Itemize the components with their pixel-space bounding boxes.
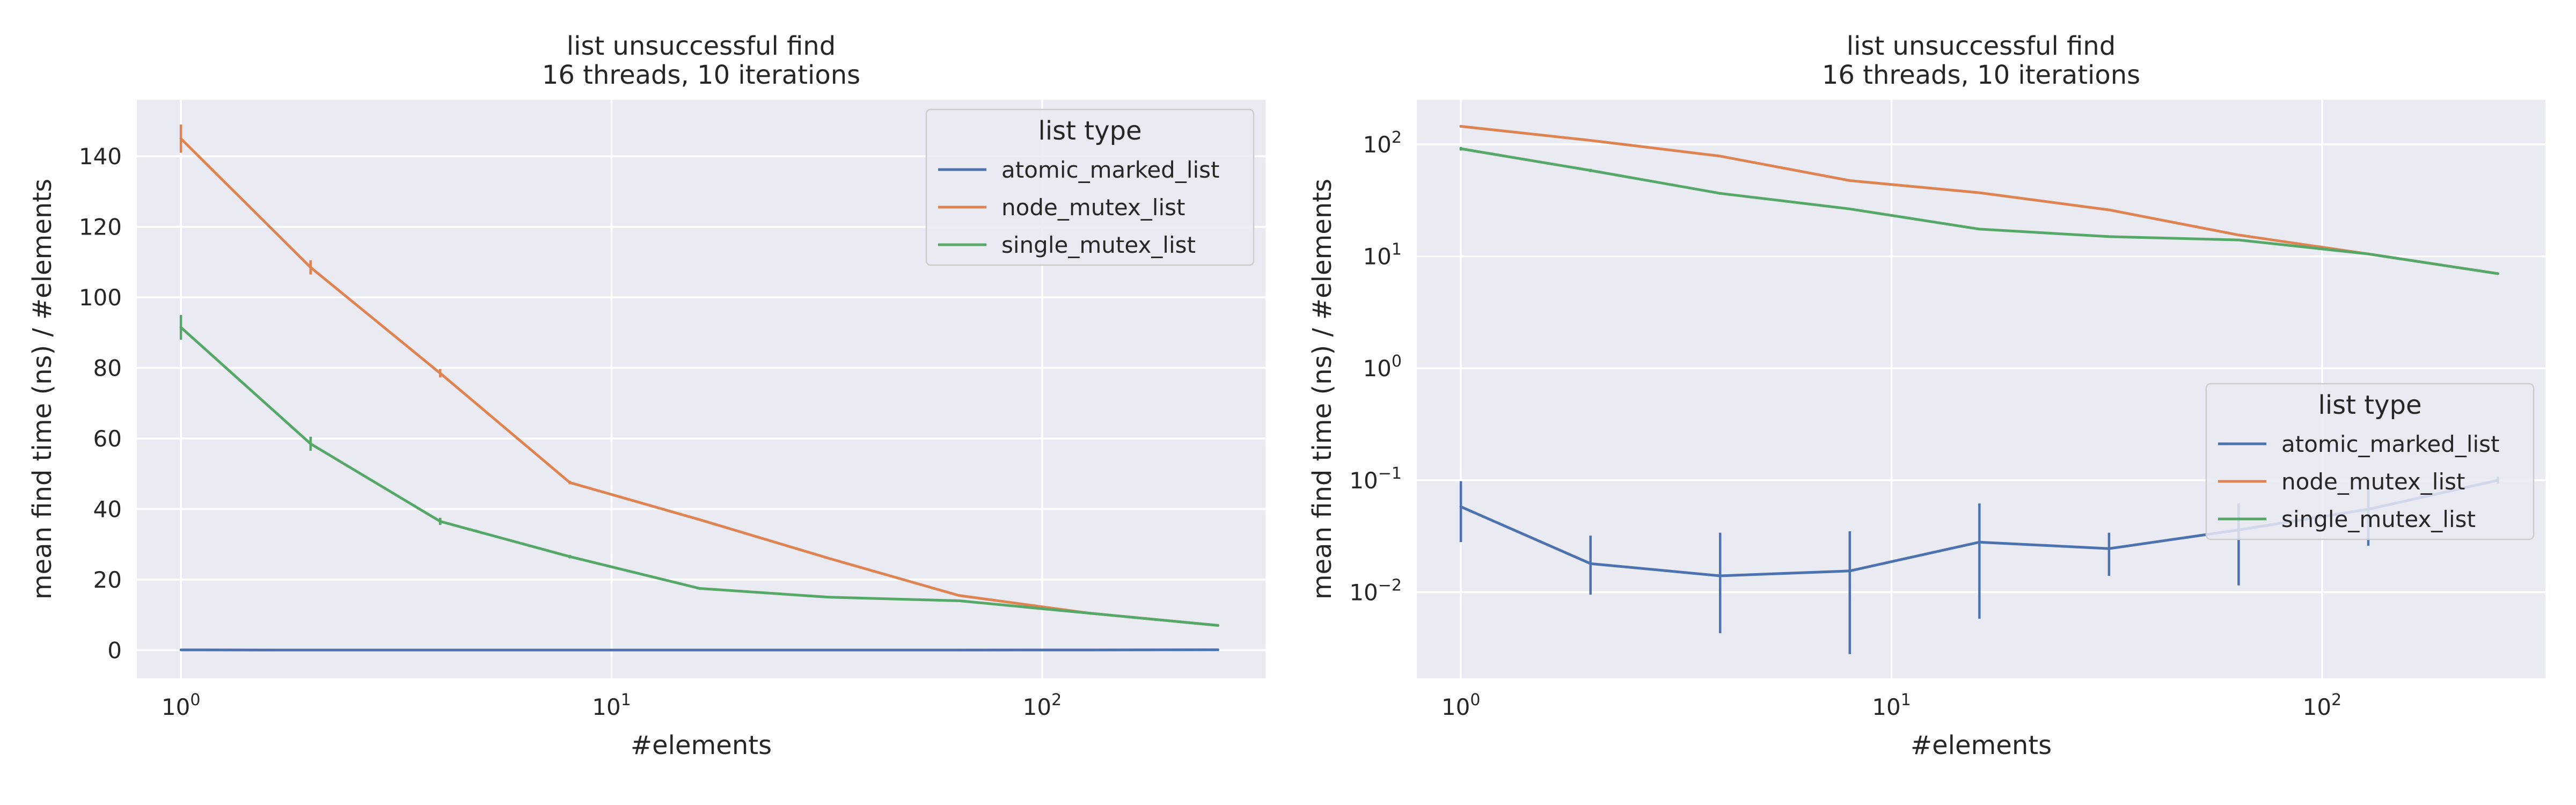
y-tick-label: 100 — [1363, 352, 1402, 382]
y-tick-label: 101 — [1363, 240, 1402, 270]
chart-1: 100 101 102 0 20 40 60 80 100 120 140 list unsucces… — [27, 31, 1265, 760]
y-tick-label: 20 — [93, 567, 122, 593]
x-tick-label: 101 — [592, 691, 631, 720]
y-tick-label: 40 — [93, 496, 122, 522]
y-tick-label: 120 — [79, 214, 122, 240]
legend: list type atomic_marked_list node_mutex_li… — [2205, 383, 2535, 540]
x-tick-label: 102 — [1023, 691, 1062, 720]
series-single_mutex_list — [1459, 147, 2499, 275]
y-tick-label: 140 — [79, 143, 122, 170]
y-axis-label: mean find time (ns) / #elements — [27, 179, 57, 599]
chart-title: list unsuccessful find — [567, 31, 836, 61]
y-tick-label: 0 — [107, 637, 122, 663]
legend-box — [2205, 383, 2535, 540]
x-axis-label: #elements — [1911, 730, 2052, 760]
legend-entry: atomic_marked_list — [1001, 157, 1220, 183]
legend-entry: single_mutex_list — [2281, 506, 2476, 532]
y-tick-label: 10−1 — [1349, 464, 1402, 494]
y-axis-label: mean find time (ns) / #elements — [1307, 179, 1337, 599]
legend-title: list type — [1038, 116, 1142, 146]
chart-subtitle: 16 threads, 10 iterations — [1822, 60, 2140, 90]
y-tick-label: 100 — [79, 284, 122, 311]
legend-title: list type — [2318, 390, 2422, 420]
x-tick-label: 101 — [1872, 691, 1911, 720]
chart-title: list unsuccessful find — [1847, 31, 2116, 61]
chart-subtitle: 16 threads, 10 iterations — [542, 60, 860, 90]
series-node_mutex_list — [179, 125, 1219, 627]
legend-entry: node_mutex_list — [1001, 194, 1185, 221]
x-axis-label: #elements — [631, 730, 772, 760]
legend-box — [925, 108, 1255, 266]
x-tick-label: 100 — [1441, 691, 1481, 720]
y-tick-label: 10−2 — [1349, 576, 1402, 605]
y-tick-label: 60 — [93, 426, 122, 452]
legend-entry: single_mutex_list — [1001, 232, 1196, 258]
y-tick-label: 80 — [93, 355, 122, 382]
chart-2: 100 101 102 10−2 10−1 100 101 102 list unsuccess… — [1307, 31, 2545, 760]
y-tick-label: 102 — [1363, 128, 1402, 158]
legend-entry: atomic_marked_list — [2281, 431, 2500, 457]
legend: list type atomic_marked_list node_mutex_li… — [925, 108, 1255, 266]
x-tick-label: 100 — [162, 691, 201, 720]
series-single_mutex_list — [179, 314, 1219, 627]
x-tick-label: 102 — [2303, 691, 2342, 720]
legend-entry: node_mutex_list — [2281, 469, 2465, 495]
